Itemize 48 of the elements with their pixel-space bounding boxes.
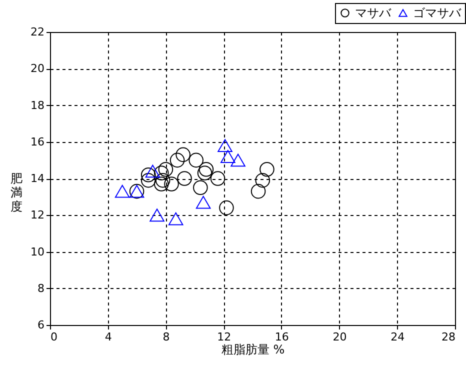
point	[155, 172, 170, 188]
point	[218, 139, 232, 152]
point	[198, 162, 214, 177]
point	[219, 200, 234, 216]
x-tick-label: 0	[50, 330, 58, 344]
point	[177, 171, 192, 186]
point	[196, 196, 211, 209]
x-tick-label: 8	[162, 330, 170, 344]
y-tick-label: 12	[30, 208, 44, 222]
point	[114, 184, 130, 198]
point	[230, 154, 246, 167]
x-tick-label: 28	[442, 330, 456, 344]
y-tick-label: 14	[30, 172, 44, 185]
point	[154, 176, 169, 192]
point	[145, 164, 160, 178]
point	[150, 208, 164, 222]
x-tick-label: 16	[274, 330, 289, 344]
point	[158, 162, 174, 177]
y-tick-label: 18	[30, 98, 44, 112]
point	[170, 152, 185, 168]
x-tick-label: 24	[390, 330, 405, 344]
legend-label: ゴマサバ	[413, 6, 462, 20]
point	[220, 150, 236, 163]
point	[168, 212, 184, 226]
x-tick-label: 4	[104, 330, 112, 344]
x-tick-label: 12	[217, 330, 232, 344]
point	[164, 176, 179, 192]
y-tick-label: 16	[30, 135, 44, 148]
y-tick-label: 22	[30, 26, 44, 38]
point	[193, 180, 208, 196]
point	[140, 167, 156, 182]
x-axis-title: 粗脂肪量 %	[221, 342, 285, 356]
point	[197, 166, 212, 180]
y-axis-title: 肥満度	[10, 172, 22, 214]
point	[154, 166, 169, 180]
point	[260, 162, 274, 177]
y-tick-label: 10	[30, 245, 44, 258]
point	[255, 172, 270, 188]
point	[176, 147, 190, 162]
point	[210, 171, 226, 186]
y-tick-label: 6	[38, 318, 44, 332]
y-tick-label: 20	[30, 62, 44, 76]
legend-label: マサバ	[355, 6, 392, 20]
point	[188, 152, 204, 168]
y-tick-label: 8	[38, 282, 44, 295]
x-tick-label: 20	[332, 330, 347, 344]
point	[140, 172, 156, 188]
point	[250, 184, 266, 199]
